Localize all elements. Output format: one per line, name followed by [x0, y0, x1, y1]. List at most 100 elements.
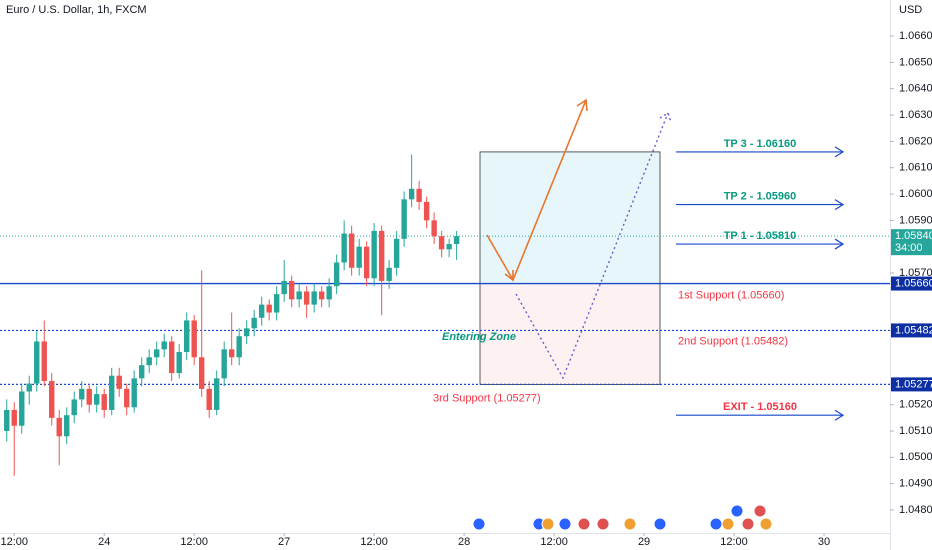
event-icon	[623, 517, 637, 531]
candle-body	[393, 238, 400, 268]
candle-body	[348, 233, 355, 268]
y-tick-label: 1.05200	[899, 399, 932, 411]
candle-body	[206, 388, 212, 410]
candle-body	[288, 280, 295, 300]
target-label: EXIT - 1.05160	[723, 401, 797, 413]
arrow-head	[834, 199, 845, 211]
candle-body	[386, 267, 392, 281]
candle-body	[183, 320, 190, 353]
y-tick-label: 1.05700	[899, 267, 932, 279]
y-tick-label: 1.05900	[899, 214, 932, 226]
event-icon	[741, 517, 755, 531]
event-icon	[709, 517, 723, 531]
event-icon	[558, 517, 572, 531]
candle-body	[56, 417, 62, 437]
candle-body	[64, 415, 70, 437]
candle-body	[124, 388, 130, 408]
candle-body	[19, 391, 25, 426]
target-label: TP 1 - 1.05810	[724, 230, 797, 242]
y-tick-label: 1.06400	[899, 83, 932, 95]
y-tick-label: 1.05100	[899, 425, 932, 437]
candle-body	[221, 349, 227, 379]
candle-body	[198, 357, 205, 389]
event-icon	[759, 517, 773, 531]
candle-body	[423, 201, 430, 221]
x-tick-label: 12:00	[0, 536, 28, 548]
candle-body	[266, 304, 272, 313]
candle-body	[431, 220, 437, 237]
candle-body	[378, 230, 385, 281]
candle-body	[86, 388, 92, 405]
level-label: 1.05660	[895, 277, 932, 289]
y-tick-label: 1.06500	[899, 56, 932, 68]
orange-arrow	[486, 98, 588, 282]
currency-label: USD	[899, 4, 922, 16]
x-tick-label: 12:00	[360, 536, 388, 548]
candle-body	[371, 230, 377, 279]
last-price-label: 1.05840	[895, 230, 932, 242]
candle-body	[311, 291, 317, 305]
x-tick-label: 24	[98, 536, 110, 548]
candle-body	[296, 291, 302, 300]
candle-body	[318, 291, 325, 300]
candle-body	[139, 365, 145, 379]
candle-body	[416, 188, 422, 202]
plot: 1.04800 1.04900 1.05000 1.05100 1.05200 1.057…	[0, 30, 932, 548]
level-label-box	[891, 323, 932, 338]
candle-body	[41, 341, 47, 381]
event-icon	[472, 517, 486, 531]
event-icon	[753, 504, 767, 518]
candle-body	[26, 383, 32, 392]
y-tick-label: 1.06100	[899, 162, 932, 174]
x-tick-label: 29	[638, 536, 650, 548]
candle-body	[236, 336, 242, 358]
candle-body	[303, 291, 310, 305]
candle-body	[243, 328, 250, 337]
arrow-segment	[486, 234, 514, 281]
risk-zone	[479, 283, 661, 385]
events	[472, 504, 773, 531]
profit-zone	[479, 151, 661, 284]
candle-body	[363, 246, 370, 279]
candle-body	[131, 378, 137, 408]
candle-body	[49, 380, 55, 418]
chart-title: Euro / U.S. Dollar, 1h, FXCM	[6, 4, 147, 16]
y-tick-label: 1.05000	[899, 451, 932, 463]
last-price-box	[891, 229, 932, 256]
y-tick-label: 1.06200	[899, 135, 932, 147]
candle-body	[169, 341, 175, 374]
target-label: TP 2 - 1.05960	[724, 190, 797, 202]
candle-body	[146, 357, 152, 366]
candle-body	[191, 320, 197, 358]
event-icon	[541, 517, 555, 531]
candle-body	[101, 394, 107, 410]
candle-body	[11, 409, 17, 426]
x-tick-label: 27	[278, 536, 290, 548]
candle-body	[453, 236, 460, 245]
arrow-head	[834, 146, 845, 158]
event-icon	[653, 517, 667, 531]
x-tick-label: 12:00	[540, 536, 568, 548]
level-label-box	[891, 276, 932, 291]
dotted-path	[515, 112, 669, 380]
candle-body	[161, 341, 167, 350]
y-tick-label: 1.06600	[899, 30, 932, 42]
candle-body	[333, 262, 340, 287]
candle-body	[326, 286, 332, 300]
support-label: 2nd Support (1.05482)	[678, 335, 788, 347]
candle-body	[273, 294, 280, 313]
level-label: 1.05482	[895, 324, 932, 336]
purple-arrow	[515, 111, 672, 380]
x-tick-label: 28	[458, 536, 470, 548]
level-label: 1.05277	[895, 378, 932, 390]
candle-body	[356, 246, 362, 268]
candle-body	[4, 409, 10, 432]
candle-body	[228, 349, 235, 358]
arrow-head	[659, 111, 672, 123]
zone-label: Entering Zone	[442, 331, 516, 343]
y-tick-label: 1.06300	[899, 109, 932, 121]
target-label: TP 3 - 1.06160	[724, 138, 797, 150]
drawings	[486, 98, 672, 380]
